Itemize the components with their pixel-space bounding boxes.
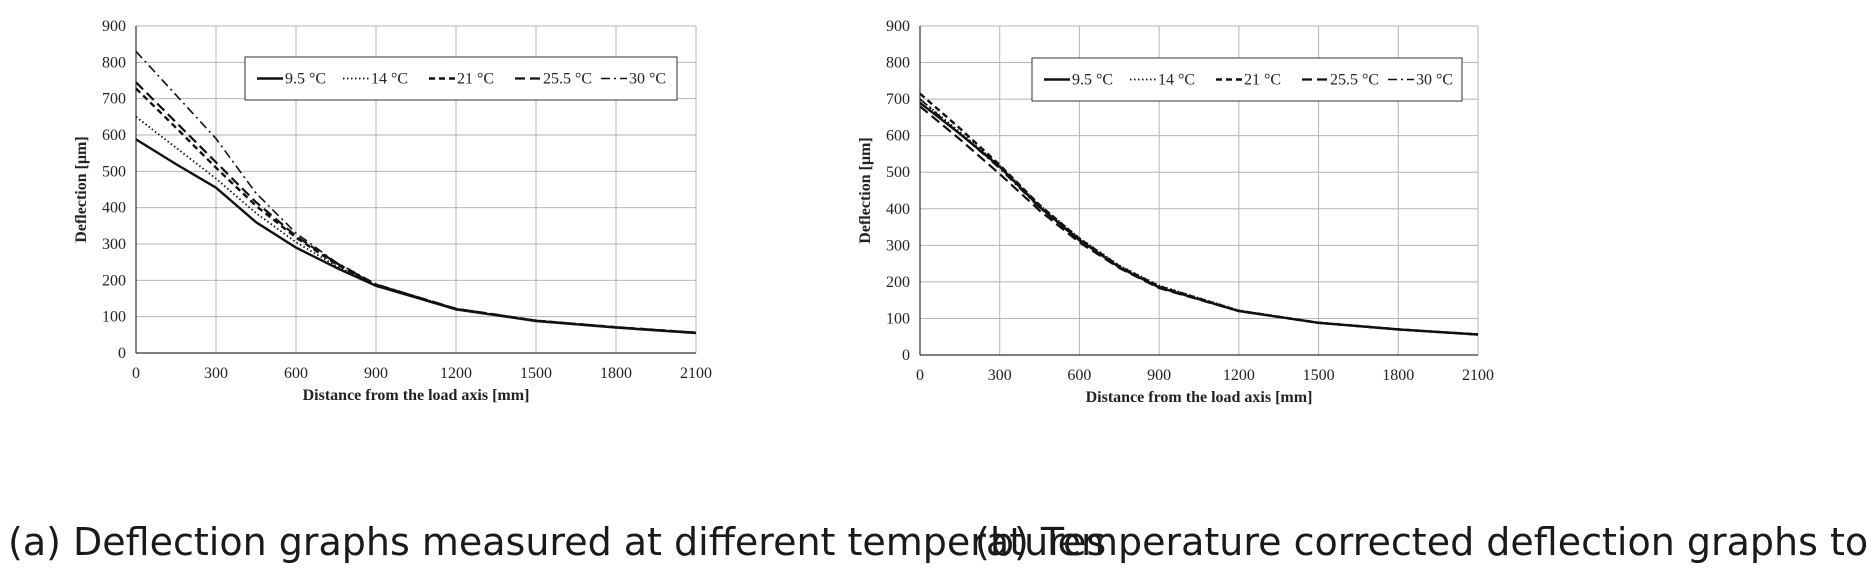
y-tick-label: 400 (102, 200, 126, 217)
x-tick-label: 1200 (1223, 367, 1255, 384)
legend-label: 30 °C (1416, 72, 1453, 89)
y-tick-label: 200 (886, 274, 910, 291)
legend-label: 9.5 °C (1072, 72, 1113, 89)
x-tick-label: 1500 (520, 365, 552, 382)
x-tick-label: 0 (132, 365, 140, 382)
y-tick-label: 300 (886, 237, 910, 254)
y-tick-label: 300 (102, 236, 126, 253)
y-tick-label: 600 (102, 127, 126, 144)
x-tick-label: 600 (284, 365, 308, 382)
y-tick-label: 100 (102, 309, 126, 326)
y-tick-label: 0 (902, 347, 910, 364)
y-tick-label: 700 (102, 91, 126, 108)
x-tick-label: 2100 (1462, 367, 1494, 384)
series-line-0 (135, 138, 697, 335)
legend-label: 30 °C (629, 71, 666, 88)
y-tick-label: 200 (102, 272, 126, 289)
x-axis-label: Distance from the load axis [mm] (303, 387, 530, 404)
x-tick-label: 900 (364, 365, 388, 382)
y-axis-label: Deflection [μm] (73, 136, 90, 242)
y-tick-label: 700 (886, 91, 910, 108)
legend-label: 25.5 °C (543, 71, 592, 88)
x-tick-label: 1200 (440, 365, 472, 382)
x-tick-label: 900 (1147, 367, 1171, 384)
y-axis-label: Deflection [μm] (857, 137, 874, 243)
x-tick-label: 300 (988, 367, 1012, 384)
series-line-2 (135, 87, 697, 334)
y-tick-label: 600 (886, 128, 910, 145)
legend: 9.5 °C 14 °C 21 °C 25.5 °C 30 °C (244, 56, 678, 101)
x-tick-label: 2100 (680, 365, 712, 382)
legend-label: 14 °C (1158, 72, 1195, 89)
caption-b: (b) Temperature corrected deflection gra… (975, 520, 1867, 564)
legend-label: 21 °C (1244, 72, 1281, 89)
y-tick-label: 800 (886, 55, 910, 72)
y-tick-label: 500 (102, 163, 126, 180)
series-line-1 (135, 116, 697, 334)
y-tick-label: 0 (118, 345, 126, 362)
y-tick-label: 900 (102, 18, 126, 35)
y-tick-label: 500 (886, 164, 910, 181)
legend: 9.5 °C 14 °C 21 °C 25.5 °C 30 °C (1031, 57, 1463, 102)
y-tick-label: 800 (102, 54, 126, 71)
caption-a: (a) Deflection graphs measured at differ… (8, 520, 1106, 564)
x-tick-label: 1500 (1303, 367, 1335, 384)
x-tick-label: 300 (204, 365, 228, 382)
x-tick-label: 1800 (1382, 367, 1414, 384)
y-tick-label: 900 (886, 18, 910, 35)
legend-label: 14 °C (371, 71, 408, 88)
legend-label: 21 °C (457, 71, 494, 88)
x-tick-label: 0 (916, 367, 924, 384)
y-tick-label: 400 (886, 201, 910, 218)
series-line-2 (919, 92, 1479, 336)
series-line-4 (135, 50, 697, 334)
y-tick-label: 100 (886, 310, 910, 327)
legend-label: 9.5 °C (285, 71, 326, 88)
chart-panel-a: 0 100 200 300 400 500 600 700 800 900 0 300 600 900 12… (73, 18, 712, 404)
x-axis-label: Distance from the load axis [mm] (1086, 389, 1313, 406)
series-line-4 (919, 98, 1479, 336)
chart-panel-b: 0 100 200 300 400 500 600 700 800 900 0 300 600 900 12… (857, 18, 1494, 406)
x-tick-label: 600 (1067, 367, 1091, 384)
legend-label: 25.5 °C (1330, 72, 1379, 89)
x-tick-label: 1800 (600, 365, 632, 382)
